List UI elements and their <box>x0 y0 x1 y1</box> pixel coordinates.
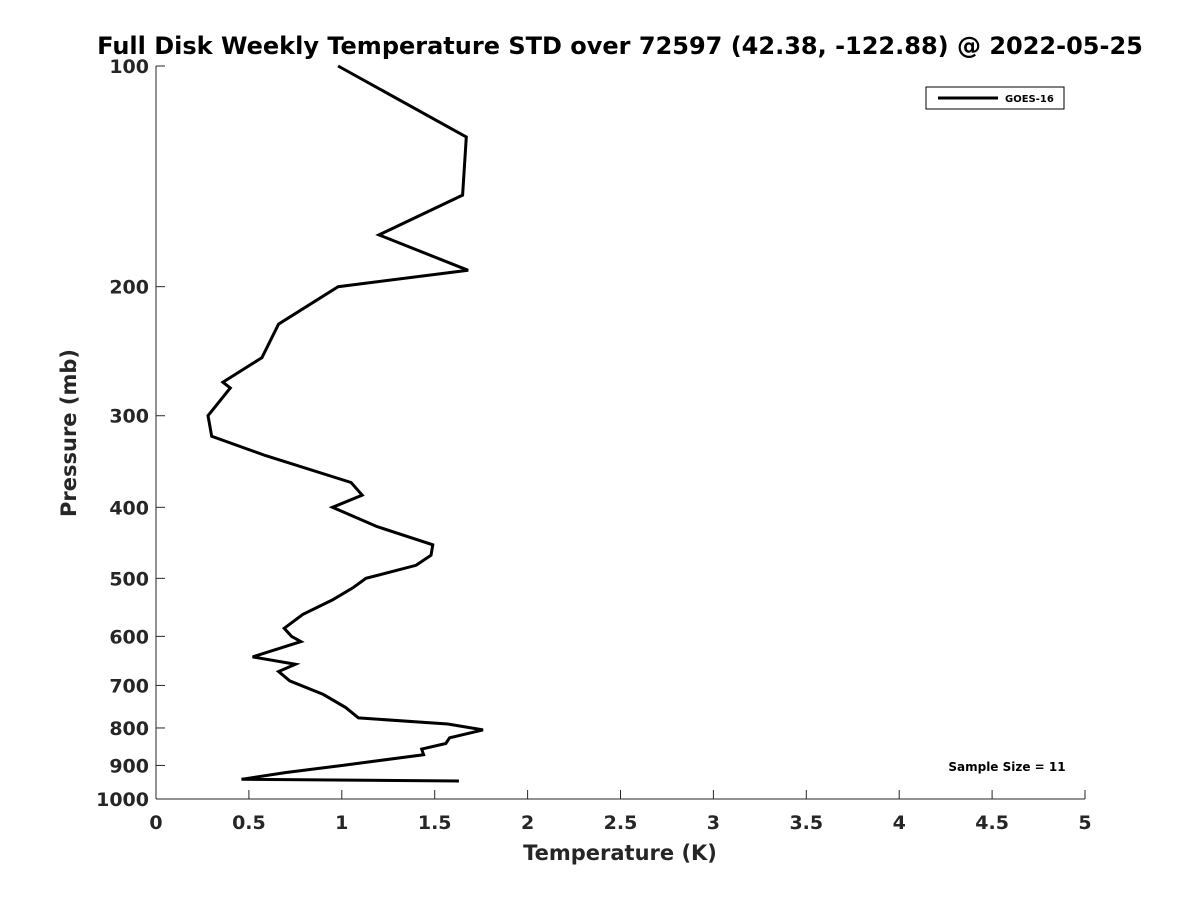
y-tick-label: 100 <box>109 56 149 78</box>
x-tick-label: 2 <box>521 812 534 834</box>
x-tick-label: 2.5 <box>604 812 638 834</box>
y-tick-label: 900 <box>109 755 149 777</box>
y-tick-label: 400 <box>109 497 149 519</box>
x-tick-label: 3 <box>707 812 720 834</box>
series-layer <box>206 64 484 783</box>
legend: GOES-16 <box>925 86 1065 110</box>
y-axis-label: Pressure (mb) <box>57 349 81 517</box>
x-tick-label: 3.5 <box>789 812 823 834</box>
sample-size-annotation: Sample Size = 11 <box>948 760 1065 774</box>
x-tick-label: 0 <box>149 812 162 834</box>
x-tick-label: 1.5 <box>418 812 452 834</box>
x-tick-label: 1 <box>335 812 348 834</box>
y-tick-label: 300 <box>109 406 149 428</box>
y-tick-label: 200 <box>109 277 149 299</box>
y-tick-label: 1000 <box>96 789 149 811</box>
x-axis-label: Temperature (K) <box>523 841 717 865</box>
legend-label-goes16: GOES-16 <box>1005 94 1054 105</box>
series-line-goes16 <box>206 64 484 783</box>
y-tick-label: 800 <box>109 718 149 740</box>
x-tick-label: 0.5 <box>232 812 266 834</box>
x-tick-label: 4.5 <box>975 812 1009 834</box>
plot-area <box>156 66 1085 799</box>
axes: 0 0.5 1 1.5 2 2.5 3 3.5 4 4.5 5 100 200 300 400 500 600 7… <box>96 56 1092 834</box>
x-tick-label: 4 <box>893 812 906 834</box>
y-tick-label: 500 <box>109 568 149 590</box>
y-tick-label: 600 <box>109 626 149 648</box>
chart-title: Full Disk Weekly Temperature STD over 72… <box>97 32 1143 60</box>
x-tick-label: 5 <box>1078 812 1091 834</box>
y-tick-label: 700 <box>109 675 149 697</box>
